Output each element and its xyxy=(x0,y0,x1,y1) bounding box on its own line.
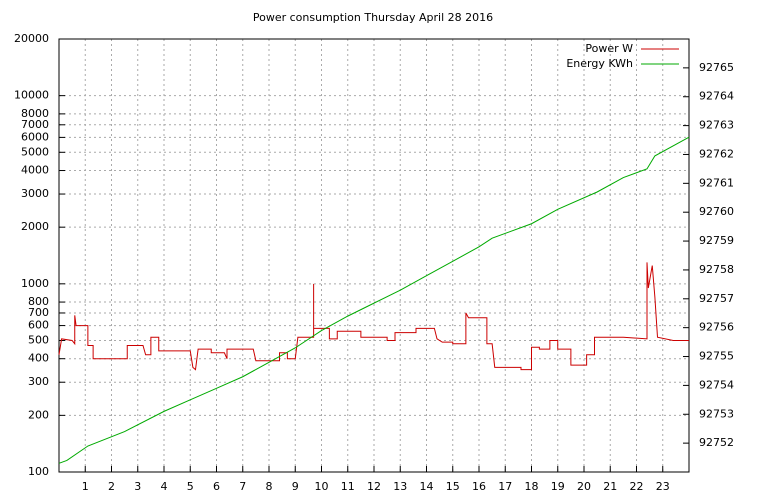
x-tick-label: 3 xyxy=(134,480,141,493)
y-tick-label: 8000 xyxy=(21,107,49,120)
x-tick-label: 9 xyxy=(292,480,299,493)
y2-tick-label: 92753 xyxy=(699,407,734,420)
y-tick-label: 5000 xyxy=(21,145,49,158)
y-tick-label: 700 xyxy=(28,306,49,319)
y-tick-label: 6000 xyxy=(21,130,49,143)
y2-tick-label: 92762 xyxy=(699,147,734,160)
y-tick-label: 400 xyxy=(28,352,49,365)
y2-tick-label: 92764 xyxy=(699,90,734,103)
y2-tick-label: 92759 xyxy=(699,234,734,247)
x-tick-label: 8 xyxy=(266,480,273,493)
y-tick-label: 4000 xyxy=(21,164,49,177)
x-tick-label: 22 xyxy=(630,480,644,493)
x-tick-label: 15 xyxy=(446,480,460,493)
x-tick-label: 6 xyxy=(213,480,220,493)
x-tick-label: 5 xyxy=(187,480,194,493)
y-tick-label: 100 xyxy=(28,465,49,478)
y-tick-label: 10000 xyxy=(14,89,49,102)
y-tick-label: 600 xyxy=(28,319,49,332)
x-tick-label: 17 xyxy=(498,480,512,493)
series-line xyxy=(58,262,689,371)
x-tick-label: 19 xyxy=(551,480,565,493)
x-tick-label: 4 xyxy=(161,480,168,493)
y2-tick-label: 92765 xyxy=(699,61,734,74)
x-tick-label: 21 xyxy=(603,480,617,493)
y-tick-label: 300 xyxy=(28,375,49,388)
y2-tick-label: 92754 xyxy=(699,378,734,391)
y-tick-label: 800 xyxy=(28,295,49,308)
x-tick-label: 1 xyxy=(82,480,89,493)
y2-tick-label: 92761 xyxy=(699,176,734,189)
legend-label: Energy KWh xyxy=(566,57,633,70)
y2-tick-label: 92752 xyxy=(699,436,734,449)
series-line xyxy=(58,136,690,464)
y2-tick-label: 92755 xyxy=(699,350,734,363)
x-tick-label: 13 xyxy=(393,480,407,493)
x-tick-label: 18 xyxy=(525,480,539,493)
x-tick-label: 12 xyxy=(367,480,381,493)
x-tick-label: 14 xyxy=(420,480,434,493)
y2-tick-label: 92758 xyxy=(699,263,734,276)
y2-tick-label: 92757 xyxy=(699,292,734,305)
y-tick-label: 3000 xyxy=(21,187,49,200)
chart-title: Power consumption Thursday April 28 2016 xyxy=(253,11,493,24)
legend-label: Power W xyxy=(585,42,633,55)
y-tick-label: 200 xyxy=(28,408,49,421)
x-tick-label: 10 xyxy=(315,480,329,493)
x-tick-label: 20 xyxy=(577,480,591,493)
plot-frame xyxy=(58,38,690,473)
y-tick-label: 20000 xyxy=(14,32,49,45)
x-tick-label: 16 xyxy=(472,480,486,493)
x-tick-label: 11 xyxy=(341,480,355,493)
x-tick-label: 7 xyxy=(239,480,246,493)
y-tick-label: 1000 xyxy=(21,277,49,290)
y-tick-label: 2000 xyxy=(21,220,49,233)
y-tick-label: 500 xyxy=(28,333,49,346)
y2-tick-label: 92763 xyxy=(699,119,734,132)
y2-tick-label: 92756 xyxy=(699,321,734,334)
y2-tick-label: 92760 xyxy=(699,205,734,218)
y-tick-label: 7000 xyxy=(21,118,49,131)
x-tick-label: 23 xyxy=(656,480,670,493)
x-tick-label: 2 xyxy=(108,480,115,493)
